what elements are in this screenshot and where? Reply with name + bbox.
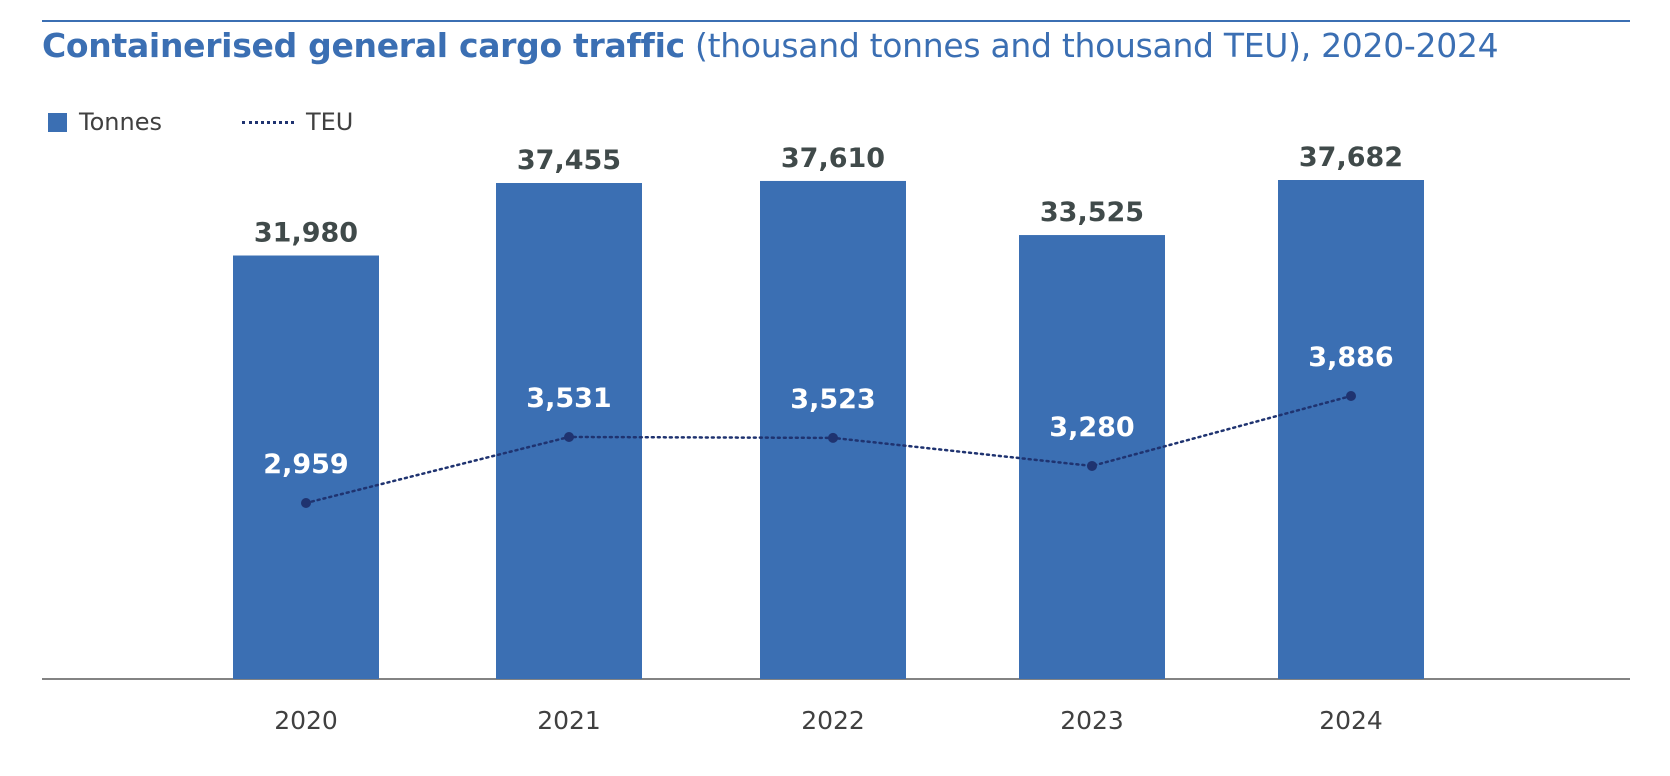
teu-point-2020: [301, 498, 311, 508]
teu-label-2023: 3,280: [1049, 412, 1134, 443]
x-tick-2021: 2021: [537, 706, 601, 735]
legend-item-tonnes: Tonnes: [48, 108, 162, 136]
chart-title-bold: Containerised general cargo traffic: [42, 26, 685, 65]
bar-tonnes-2021: [496, 183, 642, 679]
teu-point-2021: [564, 431, 574, 442]
chart-title-subtitle: (thousand tonnes and thousand TEU), 2020…: [684, 26, 1499, 65]
legend-label-teu: TEU: [305, 108, 354, 136]
x-tick-2022: 2022: [801, 706, 865, 735]
teu-label-2021: 3,531: [526, 383, 611, 414]
bar-tonnes-2022: [760, 180, 906, 680]
teu-point-2024: [1346, 391, 1356, 401]
legend-swatch-tonnes: [48, 112, 67, 132]
teu-label-2022: 3,523: [790, 384, 875, 415]
teu-label-2020: 2,959: [263, 449, 348, 480]
x-tick-2020: 2020: [274, 706, 338, 735]
chart-title: Containerised general cargo traffic (tho…: [42, 26, 1499, 65]
teu-point-2023: [1087, 460, 1097, 471]
teu-label-2024: 3,886: [1308, 342, 1393, 373]
legend: Tonnes TEU: [48, 108, 433, 136]
bar-label-tonnes-2022: 37,610: [781, 143, 885, 174]
legend-label-tonnes: Tonnes: [79, 108, 162, 136]
bar-tonnes-2024: [1278, 180, 1424, 679]
bar-tonnes-2023: [1019, 235, 1165, 679]
top-rule: [42, 20, 1630, 22]
x-tick-2024: 2024: [1319, 706, 1383, 735]
bar-label-tonnes-2020: 31,980: [254, 218, 358, 249]
bar-tonnes-2020: [233, 255, 379, 679]
legend-item-teu: TEU: [241, 108, 354, 136]
legend-swatch-teu: [241, 120, 294, 124]
bar-label-tonnes-2024: 37,682: [1299, 142, 1403, 173]
bar-label-tonnes-2021: 37,455: [517, 145, 621, 176]
bar-label-tonnes-2023: 33,525: [1040, 197, 1144, 228]
x-tick-2023: 2023: [1060, 706, 1124, 735]
teu-point-2022: [828, 432, 838, 443]
